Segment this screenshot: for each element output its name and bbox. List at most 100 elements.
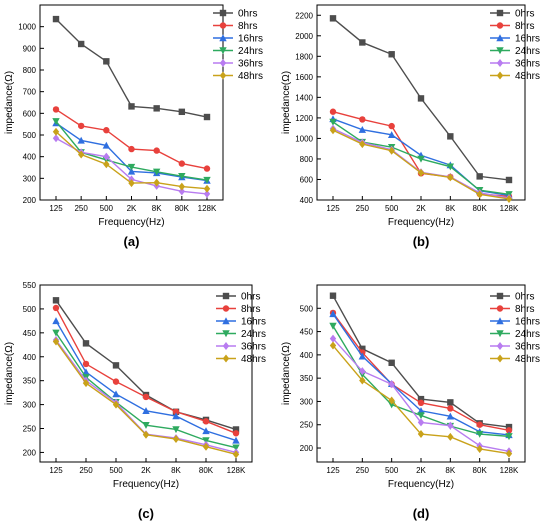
x-tick-label: 500: [385, 466, 399, 475]
data-point: [232, 430, 240, 437]
data-point: [447, 405, 454, 412]
x-tick-label: 128K: [500, 466, 519, 475]
y-tick-label: 400: [23, 353, 37, 362]
data-point: [359, 376, 366, 385]
x-tick-label: 125: [326, 466, 340, 475]
legend-marker: [219, 34, 227, 42]
data-point: [127, 163, 136, 171]
data-point: [77, 40, 85, 48]
data-point: [142, 407, 150, 415]
data-point: [446, 412, 455, 420]
data-point: [153, 147, 160, 154]
data-point: [153, 105, 160, 112]
data-point: [232, 426, 240, 433]
y-tick-label: 500: [300, 304, 314, 313]
x-tick-label: 2K: [141, 466, 151, 475]
y-tick-label: 550: [23, 281, 37, 290]
data-point: [112, 400, 120, 409]
legend-label: 0hrs: [515, 9, 534, 20]
y-tick-label: 900: [23, 44, 37, 53]
data-point: [203, 184, 211, 193]
x-tick-label: 250: [356, 466, 370, 475]
data-point: [52, 304, 60, 312]
data-point: [178, 182, 186, 191]
y-tick-label: 300: [23, 401, 37, 410]
data-point: [112, 378, 120, 385]
data-point: [52, 337, 60, 346]
y-tick-label: 600: [300, 175, 314, 184]
data-point: [152, 168, 161, 176]
x-tick-label: 80K: [473, 204, 488, 213]
legend-label: 48hrs: [515, 354, 540, 365]
data-point: [103, 127, 110, 134]
y-tick-label: 400: [23, 153, 37, 162]
panel-label: (b): [413, 234, 430, 249]
data-point: [476, 444, 483, 453]
data-point: [329, 292, 337, 299]
data-point: [329, 15, 337, 22]
data-point: [127, 167, 136, 175]
y-tick-label: 450: [23, 329, 37, 338]
y-tick-label: 300: [300, 397, 314, 406]
legend-marker: [496, 317, 504, 325]
data-point: [388, 396, 395, 405]
data-point: [77, 150, 85, 159]
data-point: [128, 145, 135, 153]
legend-marker: [496, 9, 504, 17]
data-point: [172, 426, 180, 434]
data-point: [505, 194, 513, 203]
legend-marker: [219, 22, 227, 29]
legend-marker: [496, 34, 504, 42]
chart-panel-3: 200 250 300 350 400 450 500 550 125 250 500 2K 8K 80K…: [4, 281, 266, 521]
legend-label: 48hrs: [241, 354, 266, 365]
data-point: [475, 430, 484, 438]
x-tick-label: 2K: [416, 466, 426, 475]
data-point: [417, 168, 425, 177]
legend-label: 24hrs: [238, 46, 263, 57]
panel-label: (c): [138, 506, 154, 521]
data-point: [142, 430, 150, 439]
data-point: [505, 449, 513, 458]
legend-label: 24hrs: [241, 329, 266, 340]
legend-marker: [496, 305, 504, 312]
data-point: [77, 122, 85, 130]
legend-label: 8hrs: [515, 304, 534, 315]
y-tick-label: 800: [23, 66, 37, 75]
legend-marker: [222, 292, 230, 300]
legend-label: 36hrs: [515, 59, 540, 70]
x-axis-label: Frequency(Hz): [98, 217, 164, 228]
data-point: [232, 450, 240, 459]
series-line: [55, 18, 208, 118]
data-point: [417, 155, 425, 163]
data-point: [417, 95, 425, 102]
data-point: [178, 108, 186, 116]
data-point: [359, 345, 366, 353]
data-point: [52, 134, 60, 143]
legend-label: 16hrs: [238, 34, 263, 45]
y-tick-label: 200: [300, 444, 314, 453]
data-point: [505, 176, 513, 184]
legend-marker: [219, 59, 227, 67]
data-point: [203, 189, 211, 198]
legend-marker: [222, 305, 230, 312]
y-tick-label: 700: [23, 88, 37, 97]
data-point: [358, 352, 367, 360]
data-point: [203, 113, 211, 121]
x-axis-label: Frequency(Hz): [113, 479, 179, 490]
legend-marker: [219, 9, 227, 17]
data-point: [505, 433, 513, 441]
legend-marker: [222, 342, 230, 350]
legend-marker: [496, 71, 504, 80]
y-tick-label: 1000: [295, 134, 313, 143]
data-point: [476, 173, 483, 180]
legend-label: 8hrs: [238, 21, 257, 32]
legend-marker: [496, 59, 504, 67]
y-tick-label: 500: [23, 131, 37, 140]
y-tick-label: 350: [23, 377, 37, 386]
data-point: [388, 359, 395, 366]
data-point: [203, 176, 211, 184]
legend-label: 16hrs: [515, 34, 540, 45]
